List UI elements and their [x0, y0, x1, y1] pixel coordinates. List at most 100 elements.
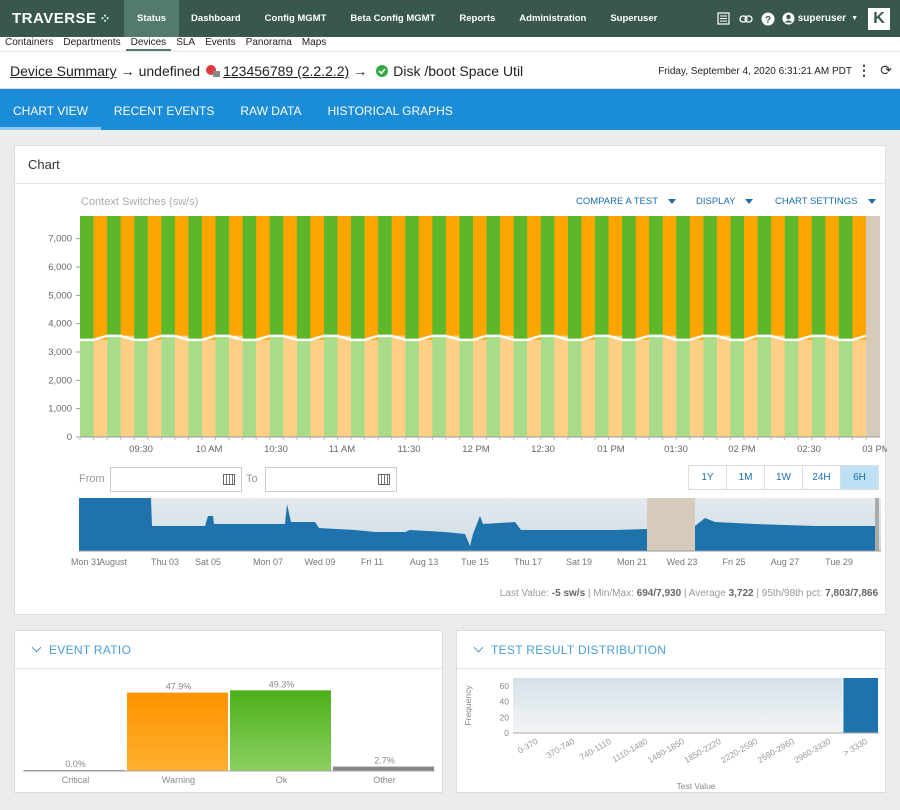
display-label: DISPLAY — [696, 196, 736, 207]
nav-config-mgmt[interactable]: Config MGMT — [264, 13, 327, 24]
nav-reports[interactable]: Reports — [459, 13, 496, 24]
event-ratio-bar[interactable] — [333, 766, 434, 771]
traverse-logo[interactable]: TRAVERSE ⁘ — [0, 0, 124, 37]
event-ratio-bar[interactable] — [127, 692, 228, 771]
navigator-tick-label: Wed 09 — [305, 557, 336, 567]
subnav-maps[interactable]: Maps — [301, 37, 327, 48]
subnav-containers[interactable]: Containers — [5, 37, 54, 48]
from-label: From — [79, 473, 105, 485]
calendar-icon[interactable] — [378, 474, 390, 485]
logo-text: TRAVERSE — [12, 10, 97, 27]
dist-bar[interactable] — [843, 678, 878, 733]
chart-bar-lower — [432, 335, 447, 437]
k-logo-icon[interactable]: K — [868, 7, 890, 30]
chart-bar-upper — [337, 216, 352, 336]
refresh-icon[interactable]: ⟳ — [880, 62, 892, 78]
chart-bar-upper — [201, 216, 216, 340]
user-menu[interactable]: superuser ▼ — [782, 12, 858, 25]
chart-bar-upper — [676, 216, 691, 340]
crumb-test: Disk /boot Space Util — [393, 63, 524, 79]
chart-bar-upper — [622, 216, 637, 340]
notes-icon[interactable] — [716, 11, 732, 27]
nav-status[interactable]: Status — [124, 0, 180, 37]
chevron-down-icon — [31, 642, 42, 653]
help-icon[interactable]: ? — [760, 11, 776, 27]
calendar-icon[interactable] — [223, 474, 235, 485]
navigator-tick-label: Tue 29 — [825, 557, 853, 567]
main-chart[interactable]: 0 1,000 2,000 3,000 4,000 5,000 6,000 7,000 09:3… — [15, 208, 887, 478]
series-boundary-line — [80, 334, 867, 342]
zoom-1y[interactable]: 1Y — [688, 465, 727, 490]
nav-administration[interactable]: Administration — [519, 13, 587, 24]
chart-bar-upper — [161, 216, 176, 336]
display-menu[interactable]: DISPLAY — [696, 196, 754, 207]
navigator-handle[interactable] — [875, 498, 879, 551]
chart-bar-lower — [730, 339, 745, 437]
event-ratio-value-label: 0.0% — [65, 759, 86, 769]
zoom-1w[interactable]: 1W — [764, 465, 803, 490]
event-ratio-header[interactable]: EVENT RATIO — [15, 631, 442, 669]
sub-nav: Containers Departments Devices SLA Events Pan… — [0, 37, 900, 51]
x-tick-label: 12:30 — [531, 444, 555, 455]
zoom-6h[interactable]: 6H — [840, 465, 879, 490]
dist-x-tick-label: 2590-2960 — [756, 736, 796, 765]
nav-dashboard[interactable]: Dashboard — [191, 13, 241, 24]
chart-bar-upper — [716, 216, 731, 336]
test-distribution-chart[interactable]: 0 20 40 60 0-370 370-740 740-11101110-14801480… — [457, 671, 885, 793]
chart-bar-lower — [229, 335, 244, 437]
chart-bar-lower — [134, 339, 149, 437]
chart-bar-lower — [757, 335, 772, 437]
event-ratio-chart[interactable]: 0.0% Critical 47.9% Warning 49.3% Ok 2.7% Other — [15, 671, 442, 793]
chart-gap-region — [866, 216, 880, 437]
tab-chart-view[interactable]: CHART VIEW — [0, 89, 101, 130]
test-distribution-header[interactable]: TEST RESULT DISTRIBUTION — [457, 631, 885, 669]
nav-superuser[interactable]: Superuser — [610, 13, 658, 24]
subnav-events[interactable]: Events — [205, 37, 236, 48]
chart-bar-lower — [445, 335, 460, 437]
chart-bar-upper — [703, 216, 718, 336]
zoom-1m[interactable]: 1M — [726, 465, 765, 490]
chart-bar-lower — [703, 335, 718, 437]
x-tick-label: 12 PM — [462, 444, 490, 455]
chart-bar-upper — [364, 216, 379, 340]
more-vert-icon[interactable]: ⋮ — [857, 62, 871, 78]
chart-bar-lower — [594, 335, 609, 437]
to-label: To — [246, 473, 258, 485]
tab-recent-events[interactable]: RECENT EVENTS — [113, 104, 215, 118]
chart-bar-upper — [188, 216, 203, 340]
chart-bar-lower — [811, 335, 826, 437]
chart-bar-lower — [256, 339, 271, 437]
chart-bar-upper — [351, 216, 365, 340]
event-ratio-category-label: Warning — [162, 775, 195, 785]
chart-bar-lower — [296, 339, 311, 437]
y-tick-label: 0 — [67, 432, 72, 443]
chart-bar-lower — [825, 335, 840, 437]
crumb-device-summary[interactable]: Device Summary — [10, 63, 117, 79]
chart-bar-upper — [445, 216, 460, 336]
navigator-tick-label: Mon 31 — [71, 557, 101, 567]
dist-x-tick-label: 370-740 — [544, 736, 576, 760]
subnav-departments[interactable]: Departments — [63, 37, 121, 48]
tab-raw-data[interactable]: RAW DATA — [240, 104, 302, 118]
subnav-sla[interactable]: SLA — [176, 37, 196, 48]
from-date-input[interactable] — [110, 467, 242, 492]
chart-bar-upper — [757, 216, 772, 336]
event-ratio-bar[interactable] — [230, 690, 331, 771]
compare-test-menu[interactable]: COMPARE A TEST — [576, 196, 677, 207]
to-date-input[interactable] — [265, 467, 397, 492]
subnav-panorama[interactable]: Panorama — [245, 37, 292, 48]
navigator-tick-label: Aug 27 — [771, 557, 800, 567]
chart-bar-lower — [554, 335, 569, 437]
page-header: Device Summary → undefined 123456789 (2.… — [0, 52, 900, 89]
link-icon[interactable] — [738, 11, 754, 27]
nav-beta-config-mgmt[interactable]: Beta Config MGMT — [350, 13, 436, 24]
chart-settings-menu[interactable]: CHART SETTINGS — [775, 196, 876, 207]
zoom-24h[interactable]: 24H — [802, 465, 841, 490]
tab-historical-graphs[interactable]: HISTORICAL GRAPHS — [327, 104, 453, 118]
chart-bar-upper — [581, 216, 596, 340]
subnav-devices[interactable]: Devices — [125, 37, 172, 51]
crumb-device[interactable]: 123456789 (2.2.2.2) — [223, 63, 350, 79]
y-tick-label: 3,000 — [48, 347, 72, 358]
chart-bar-upper — [730, 216, 745, 340]
